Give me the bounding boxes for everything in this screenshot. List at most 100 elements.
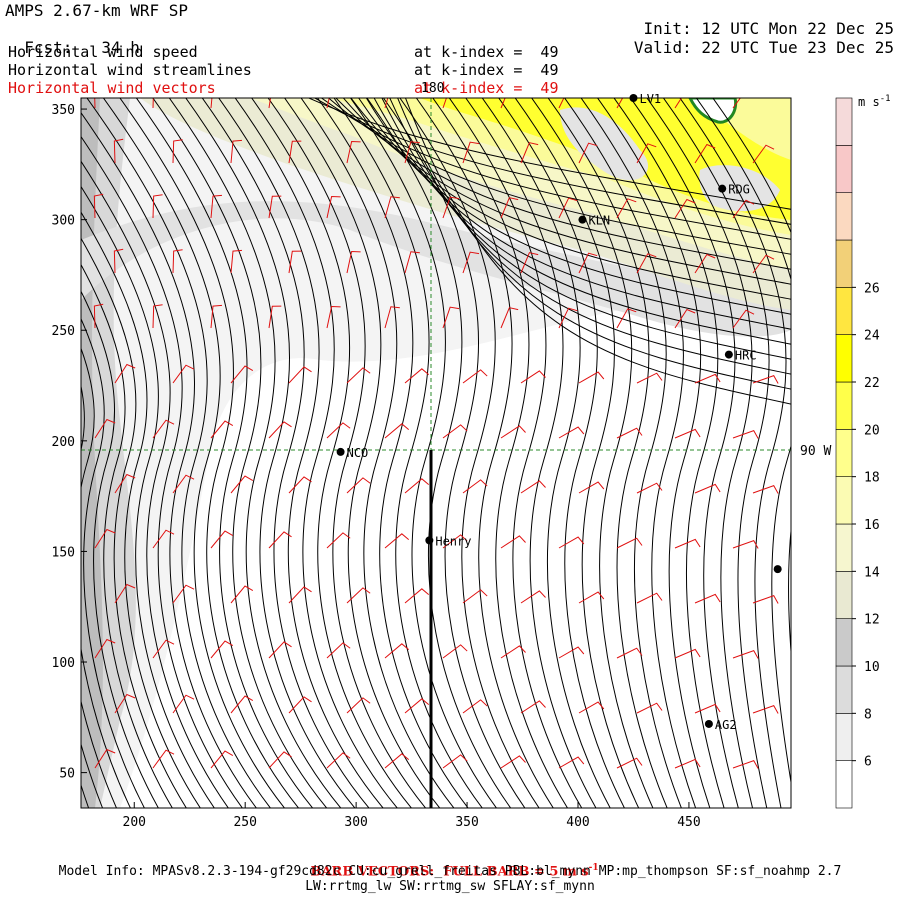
wind-barb	[674, 98, 683, 109]
wind-barb	[616, 537, 643, 549]
wind-barb	[326, 305, 341, 329]
wind-barb	[616, 198, 637, 219]
wind-barb	[674, 538, 701, 549]
station-label: KLN	[588, 214, 610, 228]
wind-barb	[558, 98, 565, 109]
wind-barb	[694, 373, 721, 384]
wind-barb	[384, 753, 410, 769]
wind-barb	[500, 425, 526, 439]
streamline	[712, 98, 791, 659]
wind-barb	[326, 422, 351, 439]
colorbar-label: 18	[864, 471, 880, 486]
wind-barb	[152, 529, 175, 549]
wind-barb	[93, 193, 104, 219]
wind-barb	[752, 144, 775, 164]
station-label: Henry	[435, 534, 471, 548]
streamline	[81, 185, 215, 808]
meridian-90w-label: 90 W	[800, 444, 831, 459]
wind-barb	[288, 476, 312, 494]
wind-barb	[93, 303, 104, 329]
wind-barb	[172, 694, 195, 714]
streamline	[283, 98, 441, 808]
colorbar-swatch	[835, 713, 853, 761]
streamline	[695, 98, 791, 786]
station-marker	[718, 184, 727, 193]
wind-barb	[674, 428, 701, 439]
wind-barb	[674, 308, 696, 329]
wind-barb	[346, 140, 361, 164]
wind-barb	[442, 306, 460, 329]
streamline	[365, 98, 791, 330]
colorbar-swatch	[835, 571, 853, 619]
colorbar-swatch	[835, 145, 853, 193]
wind-barb	[462, 141, 480, 164]
plot-frame	[80, 97, 792, 809]
streamline	[135, 98, 314, 808]
streamline	[350, 98, 791, 300]
streamline	[349, 98, 498, 808]
model-title: AMPS 2.67-km WRF SP	[5, 1, 189, 20]
streamline	[498, 98, 626, 808]
streamline	[185, 98, 356, 808]
station-marker	[724, 350, 733, 359]
wind-barb	[674, 198, 696, 219]
wind-barb	[500, 535, 526, 549]
wind-barb	[558, 426, 585, 439]
streamline	[81, 111, 258, 808]
streamlines	[81, 98, 791, 808]
wind-barb	[462, 699, 488, 714]
wind-barb	[288, 366, 312, 384]
wind-barb	[346, 250, 361, 274]
colorbar-label: 8	[864, 707, 872, 722]
init-label: Init:	[643, 19, 692, 38]
station-label: RDG	[728, 183, 750, 197]
valid-time: Valid: 22 UTC Tue 23 Dec 25	[615, 21, 894, 57]
x-tick-label: 200	[123, 815, 146, 830]
wind-barb	[520, 370, 546, 384]
wind-barb	[404, 698, 430, 714]
wind-barb	[152, 419, 175, 439]
streamline	[81, 290, 159, 808]
streamline	[307, 98, 791, 210]
streamline	[563, 98, 682, 808]
streamline	[81, 237, 187, 808]
wind-barb	[462, 479, 488, 494]
streamline	[119, 98, 300, 808]
x-tick-label: 350	[455, 815, 478, 830]
wind-barb	[288, 586, 312, 604]
wind-barb	[94, 98, 96, 109]
station-marker	[336, 447, 345, 456]
wind-barb	[152, 749, 175, 769]
colorbar-swatch	[835, 381, 853, 430]
y-tick-label: 200	[52, 435, 75, 450]
streamline	[342, 98, 791, 285]
wind-barb	[558, 197, 578, 219]
wind-barb	[230, 139, 243, 164]
streamline	[102, 98, 286, 808]
wind-barb	[268, 421, 292, 439]
wind-barb	[230, 249, 243, 274]
wind-barb	[578, 591, 605, 604]
wind-barb	[114, 583, 136, 604]
valid-label: Valid:	[633, 38, 692, 57]
wind-barb	[384, 533, 410, 549]
wind-barb	[462, 251, 480, 274]
wind-barb	[442, 534, 468, 549]
streamline	[448, 98, 583, 808]
streamline	[397, 98, 791, 390]
wind-barb	[114, 363, 136, 384]
wind-barb	[172, 249, 183, 274]
wind-barb	[558, 646, 585, 659]
wind-barb	[288, 696, 312, 714]
streamline	[531, 98, 654, 808]
wind-barb	[732, 760, 759, 769]
wind-barb	[752, 705, 779, 714]
y-tick-label: 150	[52, 545, 75, 560]
wind-barb	[520, 480, 546, 494]
x-tick-label: 400	[566, 815, 589, 830]
streamline	[382, 98, 526, 808]
barb-legend-text: BARB VECTORS: FULL BARB = 5 m s	[310, 864, 589, 880]
wind-barb	[268, 751, 292, 769]
wind-barb	[732, 98, 741, 109]
colorbar-label: 22	[864, 376, 880, 391]
